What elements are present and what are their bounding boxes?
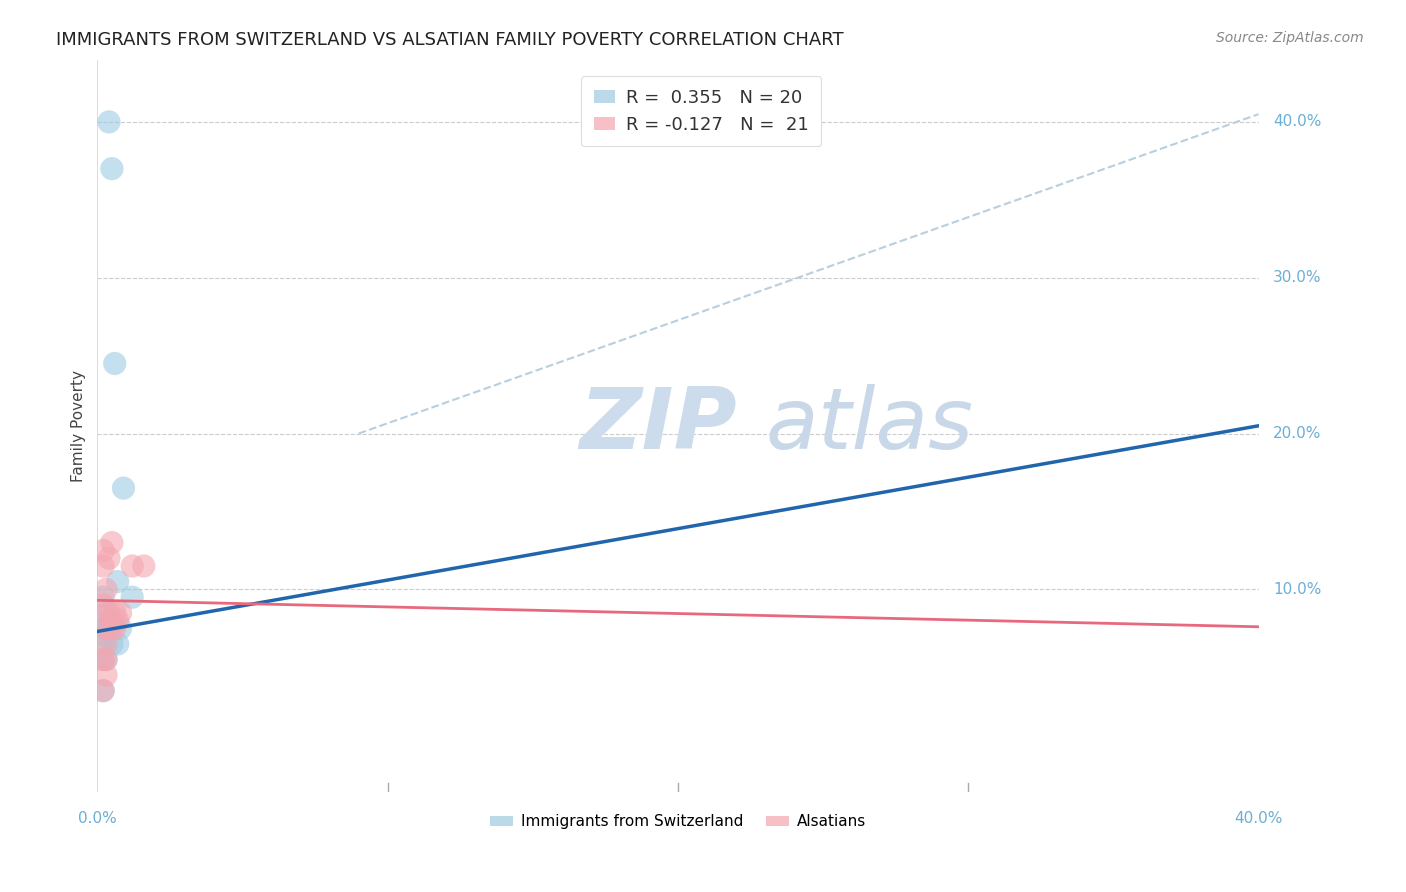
Point [94,652,117,666]
Point [112,481,135,495]
Point [107,637,129,651]
Point [104,606,127,620]
Text: IMMIGRANTS FROM SWITZERLAND VS ALSATIAN FAMILY POVERTY CORRELATION CHART: IMMIGRANTS FROM SWITZERLAND VS ALSATIAN … [56,31,844,49]
Point [110,606,132,620]
Text: Source: ZipAtlas.com: Source: ZipAtlas.com [1216,31,1364,45]
Point [107,614,129,628]
Point [91,683,114,698]
Point [94,652,117,666]
Point [101,535,124,549]
Text: 40.0%: 40.0% [1272,114,1322,129]
Point [94,668,117,682]
Point [97,614,120,628]
Point [107,574,129,589]
Point [91,683,114,698]
Text: 40.0%: 40.0% [1234,811,1282,826]
Point [101,621,124,635]
Point [94,621,117,635]
Point [91,652,114,666]
Text: 20.0%: 20.0% [1272,426,1322,441]
Point [97,606,120,620]
Point [101,614,124,628]
Point [104,356,127,370]
Point [94,621,117,635]
Point [94,606,117,620]
Point [97,115,120,129]
Legend: Immigrants from Switzerland, Alsatians: Immigrants from Switzerland, Alsatians [484,808,872,836]
Point [91,652,114,666]
Point [97,621,120,635]
Text: 0.0%: 0.0% [77,811,117,826]
Text: 10.0%: 10.0% [1272,582,1322,597]
Point [132,559,155,574]
Point [91,637,114,651]
Text: atlas: atlas [765,384,973,467]
Point [91,598,114,612]
Point [101,161,124,176]
Point [104,621,127,635]
Point [91,590,114,604]
Point [91,621,114,635]
Text: 30.0%: 30.0% [1272,270,1322,285]
Point [110,621,132,635]
Point [94,637,117,651]
Point [101,637,124,651]
Point [121,590,143,604]
Y-axis label: Family Poverty: Family Poverty [72,370,86,482]
Point [91,543,114,558]
Point [94,629,117,643]
Point [97,551,120,566]
Point [91,559,114,574]
Text: ZIP: ZIP [579,384,737,467]
Point [94,582,117,597]
Point [121,559,143,574]
